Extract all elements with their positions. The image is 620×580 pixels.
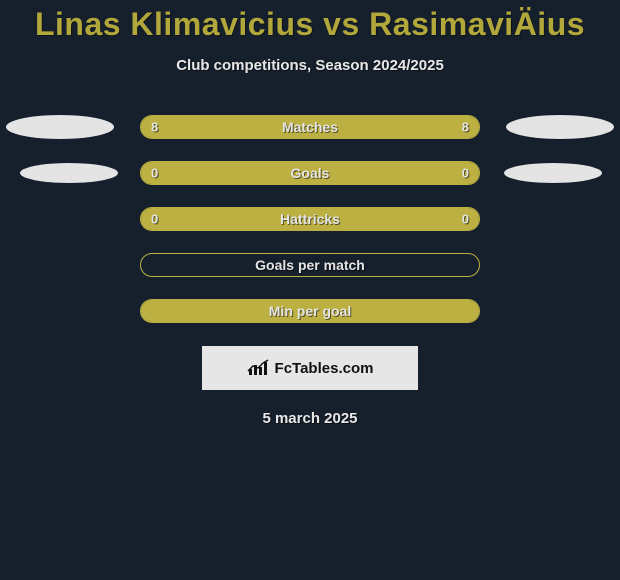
brand-text: FcTables.com bbox=[275, 360, 374, 377]
bar-track: 0 0 Goals bbox=[140, 161, 480, 185]
date-text: 5 march 2025 bbox=[0, 410, 620, 427]
value-right: 0 bbox=[462, 166, 469, 181]
compare-row: 8 8 Matches bbox=[0, 104, 620, 150]
subtitle: Club competitions, Season 2024/2025 bbox=[0, 57, 620, 74]
compare-row: Min per goal bbox=[0, 288, 620, 334]
compare-row: Goals per match bbox=[0, 242, 620, 288]
value-left: 0 bbox=[151, 166, 158, 181]
branding-badge: FcTables.com bbox=[202, 346, 418, 390]
player-marker-left bbox=[20, 163, 118, 183]
bar-label: Matches bbox=[282, 119, 338, 135]
player-marker-right bbox=[506, 115, 614, 139]
chart-icon bbox=[247, 359, 269, 377]
compare-row: 0 0 Goals bbox=[0, 150, 620, 196]
value-right: 8 bbox=[462, 120, 469, 135]
value-left: 0 bbox=[151, 212, 158, 227]
bar-label: Min per goal bbox=[269, 303, 351, 319]
bar-label: Goals per match bbox=[255, 257, 365, 273]
bar-track: Min per goal bbox=[140, 299, 480, 323]
player-marker-right bbox=[504, 163, 602, 183]
bar-label: Goals bbox=[291, 165, 330, 181]
bar-track: Goals per match bbox=[140, 253, 480, 277]
bar-label: Hattricks bbox=[280, 211, 340, 227]
compare-chart: 8 8 Matches 0 0 Goals 0 0 Hattricks Goals per mat… bbox=[0, 104, 620, 334]
bar-track: 0 0 Hattricks bbox=[140, 207, 480, 231]
compare-row: 0 0 Hattricks bbox=[0, 196, 620, 242]
player-marker-left bbox=[6, 115, 114, 139]
value-right: 0 bbox=[462, 212, 469, 227]
page-title: Linas Klimavicius vs RasimaviÄius bbox=[0, 0, 620, 43]
value-left: 8 bbox=[151, 120, 158, 135]
bar-track: 8 8 Matches bbox=[140, 115, 480, 139]
